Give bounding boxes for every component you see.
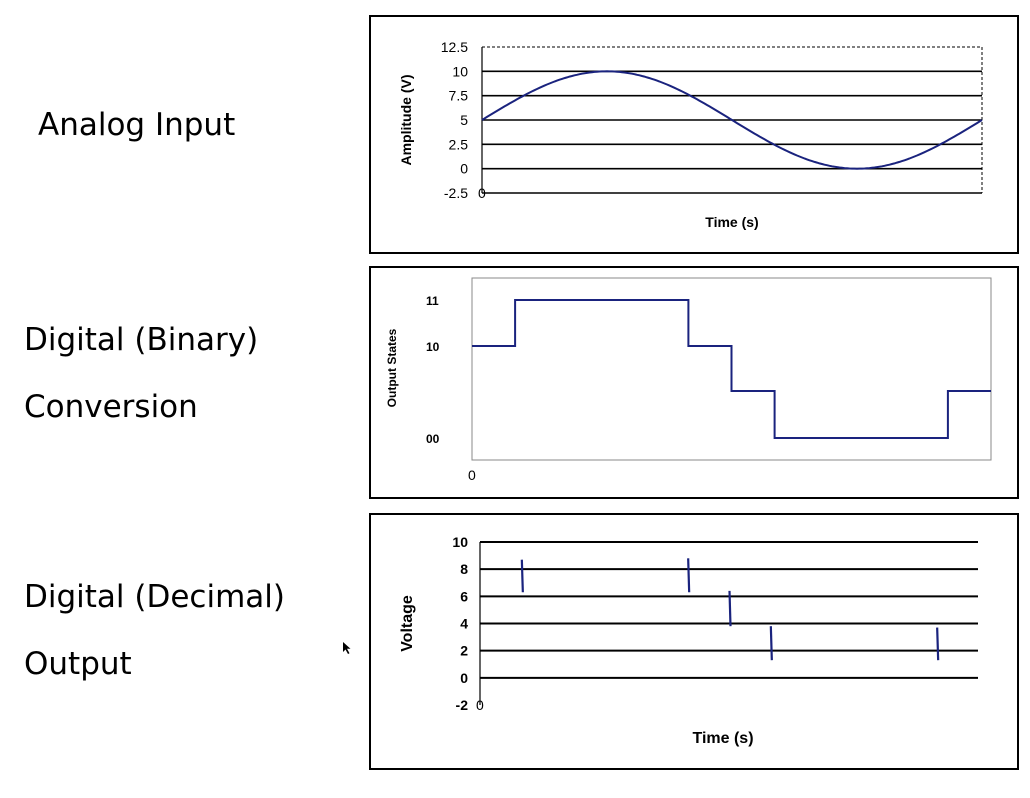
binary-step-line	[472, 299, 991, 439]
voltage-mark	[520, 559, 524, 593]
binary-chart-svg: 11 10 00 0 Output States	[385, 277, 992, 483]
analog-input-label: Analog Input	[38, 107, 236, 143]
plot-area	[471, 277, 992, 461]
x-origin-tick: 0	[468, 467, 476, 483]
y-axis-label: Voltage	[399, 595, 416, 652]
analog-chart-svg: 12.5 10 7.5 5 2.5 0 -2.5 0 Time (s) Amplitude …	[398, 39, 983, 230]
digital-decimal-label: Digital (Decimal)	[24, 579, 285, 615]
y-tick-label: 5	[460, 112, 468, 128]
voltage-mark	[936, 627, 940, 661]
x-origin-tick: 0	[476, 697, 484, 713]
decimal-chart-svg: 10 8 6 4 2 0 -2 0 Time (s) Voltage	[399, 534, 978, 747]
decimal-chart: 10 8 6 4 2 0 -2 0 Time (s) Voltage	[369, 513, 1019, 770]
analog-chart: 12.5 10 7.5 5 2.5 0 -2.5 0 Time (s) Amplitude …	[369, 15, 1019, 254]
output-label: Output	[24, 646, 132, 682]
y-tick-label: 12.5	[441, 39, 468, 55]
y-tick-label: -2.5	[444, 185, 468, 201]
voltage-mark	[728, 590, 732, 627]
conversion-label: Conversion	[24, 389, 198, 425]
digital-binary-label: Digital (Binary)	[24, 322, 259, 358]
y-tick-label: 6	[460, 588, 468, 604]
voltage-mark	[769, 626, 773, 661]
y-tick-label: 2.5	[449, 136, 469, 152]
binary-chart: 11 10 00 0 Output States	[369, 266, 1019, 499]
y-tick-label: 10	[452, 63, 468, 79]
x-axis-label: Time (s)	[692, 730, 753, 747]
y-axis-label: Output States	[385, 328, 399, 407]
y-tick-label: -2	[456, 697, 469, 713]
x-origin-tick: 0	[478, 185, 486, 201]
y-tick-label: 0	[460, 161, 468, 177]
y-tick-label: 10	[452, 534, 468, 550]
y-tick-label: 4	[460, 616, 468, 632]
y-axis-label: Amplitude (V)	[398, 75, 414, 166]
y-tick-label: 00	[426, 432, 440, 446]
y-tick-label: 10	[426, 340, 440, 354]
y-tick-label: 7.5	[449, 88, 469, 104]
mouse-cursor-icon	[343, 642, 351, 654]
analog-series-line	[481, 70, 983, 170]
x-axis-label: Time (s)	[705, 214, 758, 230]
y-tick-label: 2	[460, 643, 468, 659]
y-tick-label: 0	[460, 670, 468, 686]
y-tick-label: 11	[426, 294, 439, 308]
y-tick-label: 8	[460, 561, 468, 577]
voltage-mark	[687, 558, 691, 593]
